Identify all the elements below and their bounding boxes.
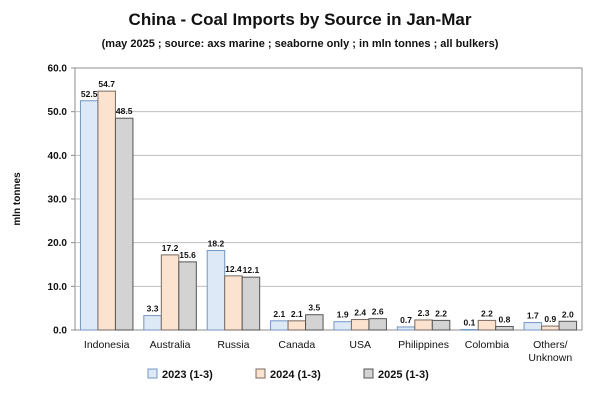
chart-title: China - Coal Imports by Source in Jan-Ma… [128, 10, 472, 29]
bar [333, 321, 352, 331]
bar [241, 276, 261, 331]
bar [97, 90, 116, 331]
x-tick-label: Australia [150, 339, 191, 351]
bar [224, 275, 243, 331]
bar [178, 261, 197, 331]
x-tick-label: Philippines [398, 339, 449, 351]
data-label: 15.6 [179, 250, 196, 260]
data-label: 17.2 [162, 243, 179, 253]
y-tick-label: 20.0 [48, 238, 68, 249]
x-tick-label: Unknown [528, 352, 572, 364]
x-tick-label: USA [349, 339, 371, 351]
data-label: 2.6 [372, 307, 384, 317]
x-tick-label: Canada [278, 339, 315, 351]
data-label: 12.1 [243, 265, 260, 275]
data-label: 2.2 [435, 308, 447, 318]
data-label: 2.1 [291, 309, 303, 319]
bar [206, 250, 226, 331]
y-tick-label: 30.0 [48, 195, 68, 206]
data-label: 18.2 [208, 239, 225, 249]
x-tick-label: Colombia [465, 339, 510, 351]
y-tick-label: 50.0 [48, 107, 68, 118]
bar [558, 320, 578, 331]
legend-entry: 2024 (1-3) [270, 369, 321, 381]
bar [350, 319, 370, 331]
bar [270, 320, 289, 331]
x-tick-label: Others/ [533, 339, 568, 351]
bar [541, 325, 560, 331]
chart-subtitle: (may 2025 ; source: axs marine ; seaborn… [101, 38, 499, 50]
data-label: 2.4 [354, 308, 366, 318]
data-label: 3.3 [147, 304, 159, 314]
data-label: 2.3 [418, 308, 430, 318]
legend-swatch [255, 368, 266, 379]
data-label: 3.5 [308, 303, 320, 313]
legend-entry: 2023 (1-3) [162, 369, 213, 381]
bar [477, 319, 497, 331]
bar [414, 319, 433, 331]
y-tick-label: 40.0 [48, 151, 68, 162]
bar [79, 100, 99, 331]
data-label: 12.4 [225, 264, 242, 274]
bar [287, 320, 307, 331]
y-tick-label: 0.0 [53, 326, 67, 337]
data-label: 0.1 [464, 318, 476, 328]
data-label: 52.5 [81, 89, 98, 99]
legend-entry: 2025 (1-3) [378, 369, 429, 381]
data-label: 2.2 [481, 308, 493, 318]
bar [460, 329, 479, 331]
bar [160, 254, 180, 331]
data-label: 54.7 [98, 79, 115, 89]
x-tick-label: Russia [217, 339, 249, 351]
y-axis-label: mln tonnes [12, 172, 23, 226]
bar [368, 318, 387, 331]
data-label: 2.0 [562, 309, 574, 319]
bar [431, 319, 451, 331]
data-label: 1.7 [527, 311, 539, 321]
y-tick-label: 10.0 [48, 282, 68, 293]
bar [495, 326, 514, 331]
data-label: 2.1 [273, 309, 285, 319]
y-tick-label: 60.0 [48, 64, 68, 75]
data-label: 1.9 [337, 310, 349, 320]
data-label: 0.9 [544, 314, 556, 324]
data-label: 48.5 [116, 106, 133, 116]
bar [114, 117, 134, 331]
x-tick-label: Indonesia [84, 339, 130, 351]
data-label: 0.7 [400, 315, 412, 325]
bar [305, 314, 324, 331]
legend-swatch [147, 368, 158, 379]
data-label: 0.8 [499, 315, 511, 325]
bar [523, 322, 543, 331]
bar [396, 326, 416, 331]
legend-swatch [363, 368, 374, 379]
bar [143, 315, 162, 331]
